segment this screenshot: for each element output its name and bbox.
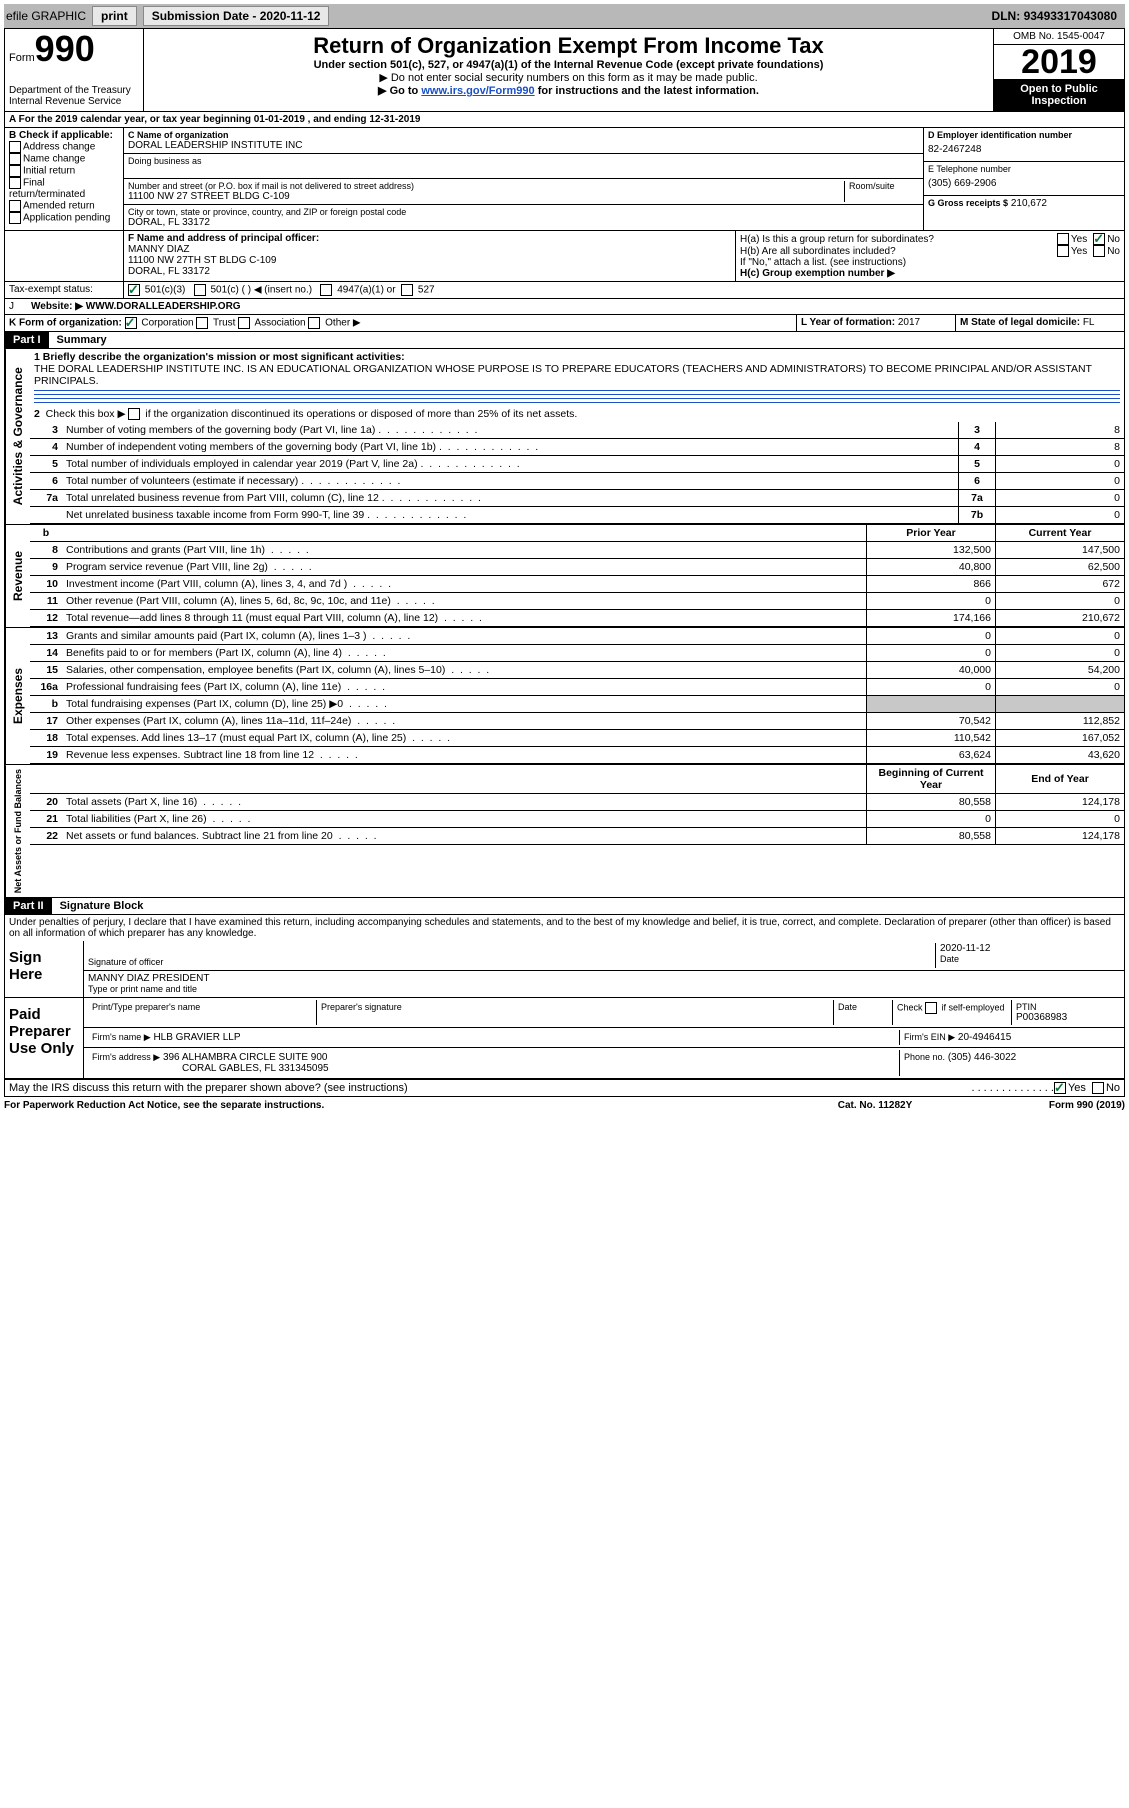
section-deg: D Employer identification number 82-2467… [924, 128, 1124, 230]
section-f: F Name and address of principal officer:… [124, 231, 736, 281]
submission-date: Submission Date - 2020-11-12 [143, 6, 330, 26]
efile-label: efile GRAPHIC [6, 9, 86, 23]
officer-name: MANNY DIAZ [128, 244, 731, 255]
checkbox-final-return[interactable] [9, 177, 21, 189]
firm-ein: 20-4946415 [958, 1032, 1011, 1043]
inspection-badge: Open to Public Inspection [994, 79, 1124, 111]
firm-name: HLB GRAVIER LLP [153, 1032, 240, 1043]
checkbox-other[interactable] [308, 317, 320, 329]
form-id-block: Form990 Department of the Treasury Inter… [5, 29, 144, 111]
governance-block: Activities & Governance 1 Briefly descri… [4, 349, 1125, 525]
section-h: H(a) Is this a group return for subordin… [736, 231, 1124, 281]
org-address: 11100 NW 27 STREET BLDG C-109 [128, 191, 844, 202]
revenue-table: bPrior YearCurrent Year 8Contributions a… [30, 525, 1124, 627]
form-year-block: OMB No. 1545-0047 2019 Open to Public In… [993, 29, 1124, 111]
checkbox-4947[interactable] [320, 284, 332, 296]
form-subtitle-3: ▶ Go to www.irs.gov/Form990 for instruct… [148, 84, 989, 97]
page-footer: For Paperwork Reduction Act Notice, see … [4, 1097, 1125, 1114]
checkbox-amended[interactable] [9, 200, 21, 212]
checkbox-discuss-no[interactable] [1092, 1082, 1104, 1094]
checkbox-pending[interactable] [9, 212, 21, 224]
checkbox-501c3[interactable] [128, 284, 140, 296]
checkbox-self-employed[interactable] [925, 1002, 937, 1014]
form-subtitle-1: Under section 501(c), 527, or 4947(a)(1)… [148, 59, 989, 71]
checkbox-ha-yes[interactable] [1057, 233, 1069, 245]
part1-header: Part I Summary [4, 332, 1125, 349]
mission-text: THE DORAL LEADERSHIP INSTITUTE INC. IS A… [34, 363, 1120, 387]
checkbox-assoc[interactable] [238, 317, 250, 329]
form-title: Return of Organization Exempt From Incom… [148, 33, 989, 59]
dln: DLN: 93493317043080 [992, 9, 1123, 23]
gross-receipts: 210,672 [1011, 198, 1047, 209]
phone: (305) 669-2906 [928, 174, 1120, 193]
website-url: WWW.DORALLEADERSHIP.ORG [86, 301, 241, 312]
checkbox-ha-no[interactable] [1093, 233, 1105, 245]
checkbox-corp[interactable] [125, 317, 137, 329]
netassets-block: Net Assets or Fund Balances Beginning of… [4, 765, 1125, 898]
signature-block: Sign Here Signature of officer 2020-11-1… [4, 941, 1125, 1097]
tax-exempt-row: Tax-exempt status: 501(c)(3) 501(c) ( ) … [4, 282, 1125, 299]
firm-phone: (305) 446-3022 [948, 1052, 1016, 1063]
checkbox-527[interactable] [401, 284, 413, 296]
section-a: A For the 2019 calendar year, or tax yea… [4, 112, 1125, 128]
section-c: C Name of organization DORAL LEADERSHIP … [124, 128, 924, 230]
perjury-declaration: Under penalties of perjury, I declare th… [4, 915, 1125, 941]
checkbox-discuss-yes[interactable] [1054, 1082, 1066, 1094]
state-domicile: FL [1083, 317, 1095, 328]
tax-year: 2019 [994, 45, 1124, 79]
form-title-block: Return of Organization Exempt From Incom… [144, 29, 993, 111]
expenses-block: Expenses 13Grants and similar amounts pa… [4, 628, 1125, 765]
ptin: P00368983 [1016, 1012, 1116, 1023]
dept-label: Department of the Treasury Internal Reve… [9, 85, 139, 107]
checkbox-hb-yes[interactable] [1057, 245, 1069, 257]
org-name: DORAL LEADERSHIP INSTITUTE INC [128, 140, 919, 151]
top-bar: efile GRAPHIC print Submission Date - 20… [4, 4, 1125, 28]
netassets-table: Beginning of Current YearEnd of Year 20T… [30, 765, 1124, 845]
org-city: DORAL, FL 33172 [128, 217, 919, 228]
checkbox-501c[interactable] [194, 284, 206, 296]
form-subtitle-2: ▶ Do not enter social security numbers o… [148, 71, 989, 84]
governance-table: 3Number of voting members of the governi… [30, 422, 1124, 524]
section-bcdeg: B Check if applicable: Address change Na… [4, 128, 1125, 231]
checkbox-discontinued[interactable] [128, 408, 140, 420]
checkbox-name-change[interactable] [9, 153, 21, 165]
section-fh: F Name and address of principal officer:… [4, 231, 1125, 282]
checkbox-initial-return[interactable] [9, 165, 21, 177]
part2-header: Part II Signature Block [4, 898, 1125, 915]
section-klm: K Form of organization: Corporation Trus… [4, 315, 1125, 332]
checkbox-hb-no[interactable] [1093, 245, 1105, 257]
print-button[interactable]: print [92, 6, 137, 26]
section-b: B Check if applicable: Address change Na… [5, 128, 124, 230]
expenses-table: 13Grants and similar amounts paid (Part … [30, 628, 1124, 764]
checkbox-address-change[interactable] [9, 141, 21, 153]
irs-link[interactable]: www.irs.gov/Form990 [421, 85, 534, 97]
checkbox-trust[interactable] [196, 317, 208, 329]
year-formation: 2017 [898, 317, 920, 328]
revenue-block: Revenue bPrior YearCurrent Year 8Contrib… [4, 525, 1125, 628]
section-j: J Website: ▶ WWW.DORALLEADERSHIP.ORG [4, 299, 1125, 315]
ein: 82-2467248 [928, 140, 1120, 159]
officer-print-name: MANNY DIAZ PRESIDENT [88, 973, 1120, 984]
form-header: Form990 Department of the Treasury Inter… [4, 28, 1125, 112]
